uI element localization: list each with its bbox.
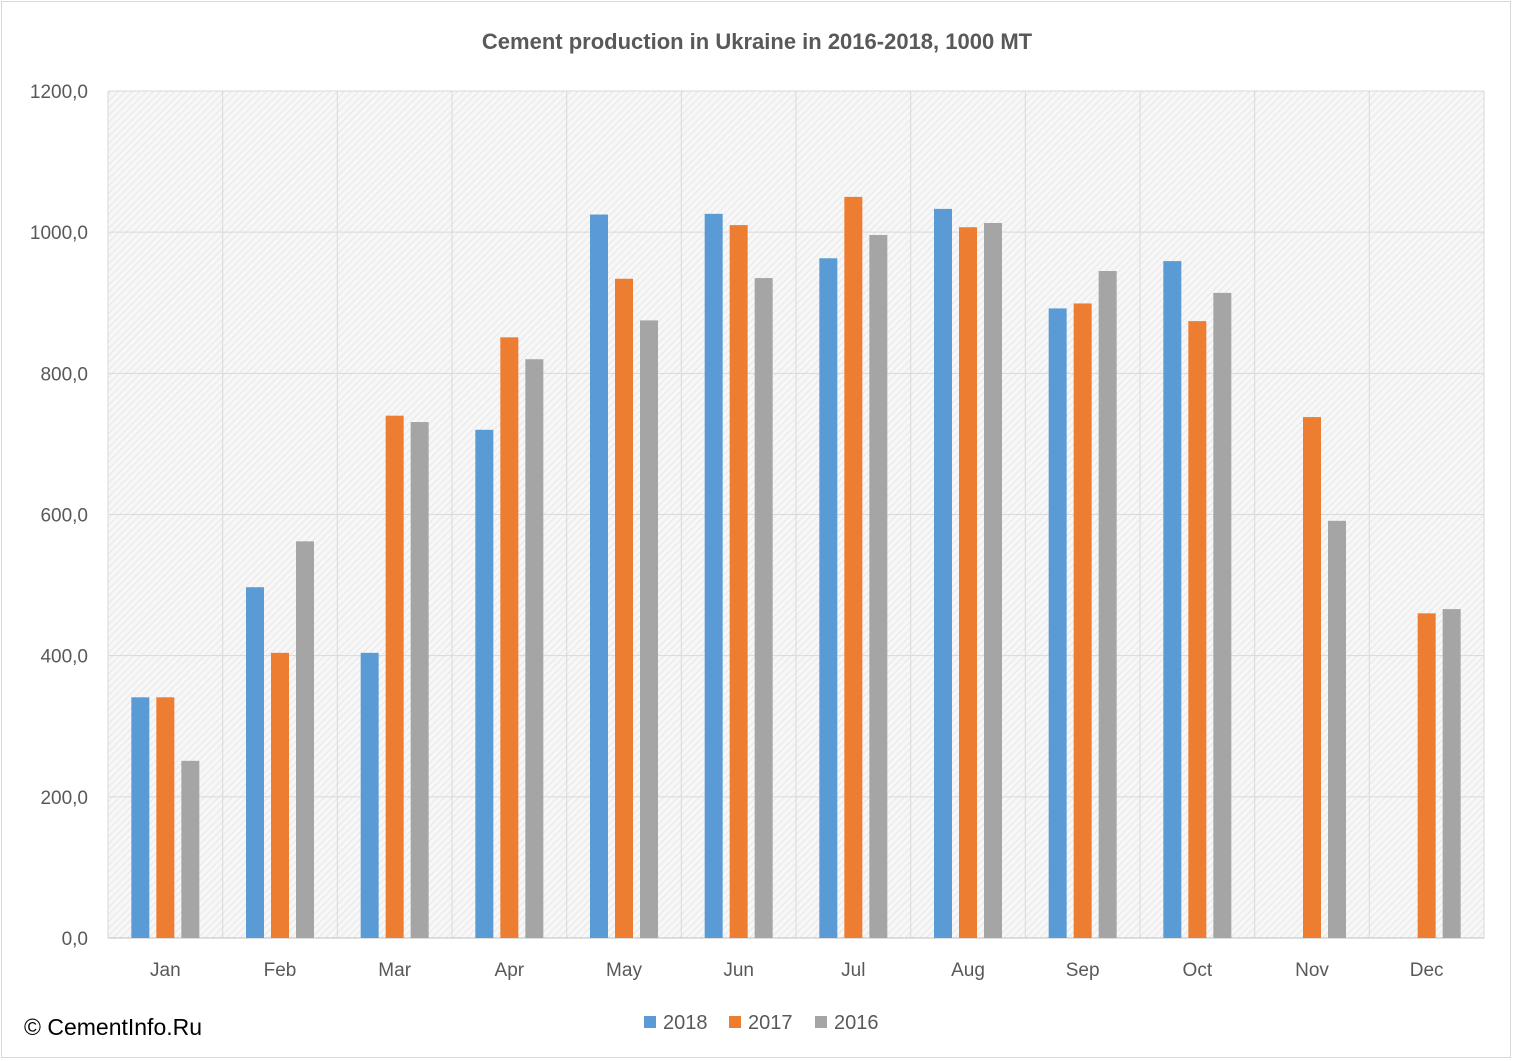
chart-title: Cement production in Ukraine in 2016-201… <box>482 29 1033 54</box>
x-tick-label: Mar <box>378 960 411 981</box>
x-tick-label: Dec <box>1410 960 1444 981</box>
bar-2017-sep <box>1073 303 1092 939</box>
legend-label-2018: 2018 <box>663 1012 708 1034</box>
bar-2016-nov <box>1328 520 1346 938</box>
y-tick-label: 1200,0 <box>30 82 88 103</box>
bar-2018-sep <box>1048 308 1067 938</box>
bar-2016-mar <box>410 422 429 938</box>
bar-2018-aug <box>934 208 952 939</box>
legend: 2018 2017 2016 <box>644 1012 879 1034</box>
bar-2016-feb <box>296 541 314 938</box>
bar-2017-may <box>615 278 633 938</box>
x-tick-label: Aug <box>951 960 985 981</box>
x-tick-label: Nov <box>1295 960 1329 981</box>
legend-label-2016: 2016 <box>834 1012 879 1034</box>
bar-2017-jun <box>729 225 748 938</box>
x-tick-label: Sep <box>1066 960 1100 981</box>
bar-2017-nov <box>1303 417 1321 939</box>
bar-2017-jan <box>156 697 175 938</box>
x-tick-label: Jan <box>150 960 181 981</box>
bar-2016-jan <box>181 760 200 938</box>
bar-2016-sep <box>1098 270 1117 938</box>
y-tick-label: 200,0 <box>40 788 88 809</box>
bar-2016-may <box>640 320 658 938</box>
y-tick-label: 600,0 <box>40 506 88 527</box>
bar-2016-oct <box>1213 292 1232 938</box>
y-tick-label: 0,0 <box>62 929 88 950</box>
bar-2016-aug <box>984 222 1002 938</box>
bar-2017-aug <box>959 227 977 938</box>
x-tick-label: Jun <box>723 960 754 981</box>
x-tick-label: Oct <box>1183 960 1213 981</box>
bars <box>131 196 1461 939</box>
gridlines <box>107 90 1485 939</box>
bar-2016-jul <box>869 234 888 939</box>
bar-2018-may <box>590 214 608 939</box>
bar-2018-apr <box>475 429 494 938</box>
x-tick-label: May <box>606 960 642 981</box>
y-tick-label: 1000,0 <box>30 223 88 244</box>
bar-2017-apr <box>500 337 519 939</box>
legend-label-2017: 2017 <box>748 1012 793 1034</box>
legend-swatch-2016 <box>815 1016 827 1028</box>
bar-2018-jun <box>704 213 723 938</box>
bar-2018-jan <box>131 697 150 938</box>
y-tick-label: 800,0 <box>40 364 88 385</box>
bar-2017-jul <box>844 196 863 938</box>
bar-2018-oct <box>1163 261 1182 938</box>
y-tick-label: 400,0 <box>40 647 88 668</box>
bar-2017-dec <box>1417 613 1436 938</box>
copyright-text: © CementInfo.Ru <box>24 1014 203 1040</box>
bar-2018-mar <box>360 652 379 938</box>
axes: 0,0 200,0 400,0 600,0 800,0 1000,0 1200,0 Jan Fe… <box>30 82 1484 981</box>
x-tick-label: Feb <box>264 960 297 981</box>
x-tick-label: Jul <box>841 960 865 981</box>
bar-2018-feb <box>246 587 264 938</box>
bar-2016-dec <box>1442 609 1461 938</box>
x-tick-label: Apr <box>495 960 525 981</box>
legend-swatch-2017 <box>729 1016 741 1028</box>
bar-2016-jun <box>754 278 773 938</box>
bar-2017-feb <box>271 652 289 938</box>
bar-2017-mar <box>385 415 404 938</box>
legend-swatch-2018 <box>644 1016 656 1028</box>
bar-2016-apr <box>525 359 544 938</box>
bar-2018-jul <box>819 258 838 939</box>
bar-2017-oct <box>1188 321 1207 938</box>
